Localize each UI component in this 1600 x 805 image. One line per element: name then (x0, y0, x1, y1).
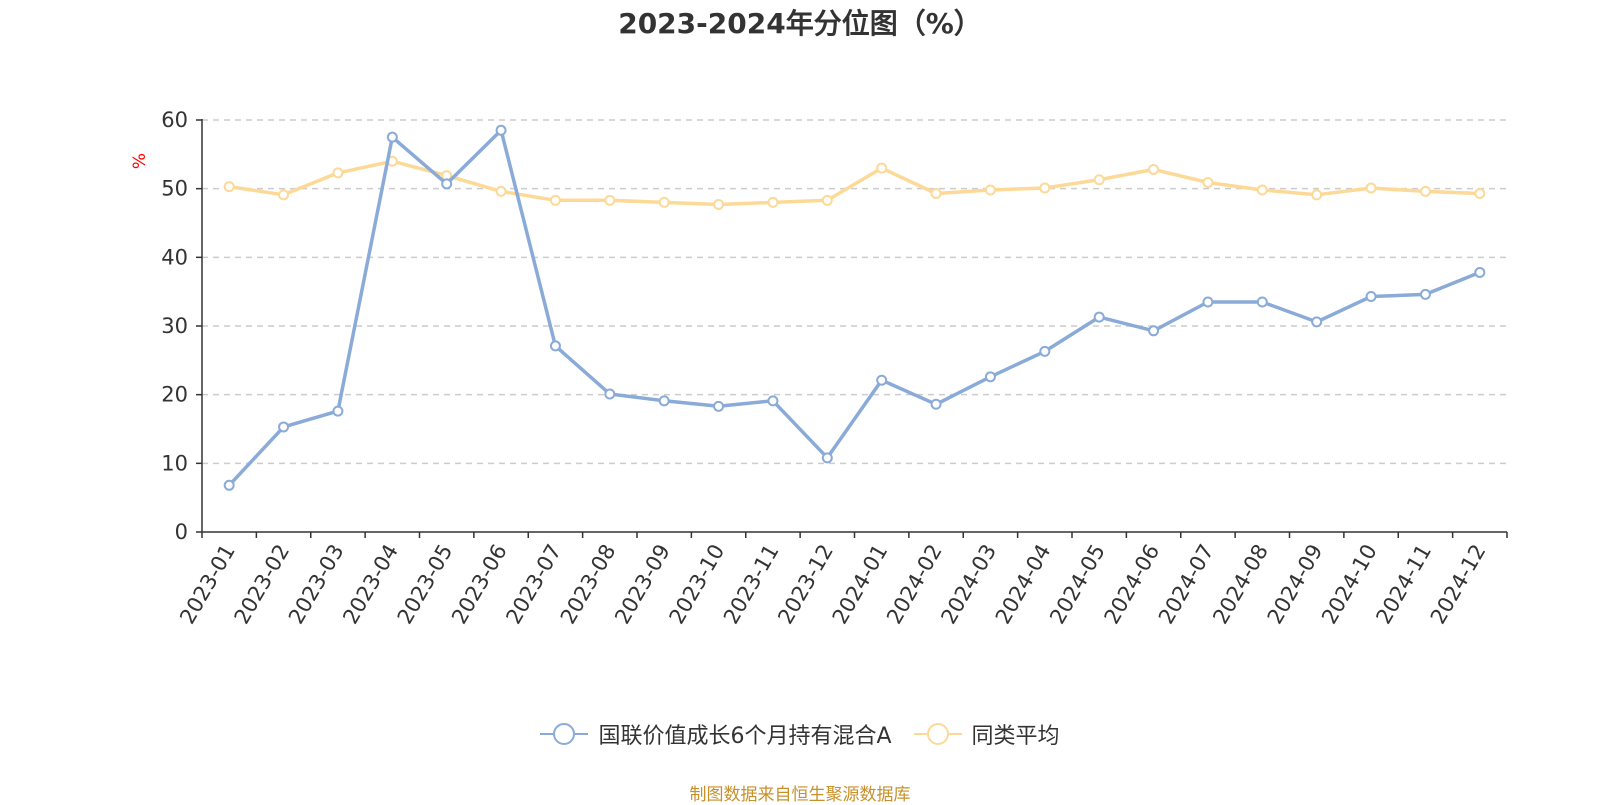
point-s1-2023-02 (278, 189, 290, 201)
point-s1-2024-09 (1311, 189, 1323, 201)
series-line-1 (228, 159, 1480, 207)
point-s1-2024-08 (1256, 184, 1268, 196)
legend-label-fund: 国联价值成长6个月持有混合A (598, 724, 892, 749)
point-s0-2024-11 (1419, 288, 1431, 300)
point-s0-2023-10 (713, 400, 725, 412)
source-note: 制图数据来自恒生聚源数据库 (689, 785, 911, 805)
point-s1-2024-11 (1419, 185, 1431, 197)
point-s0-2024-03 (984, 371, 996, 383)
axes: 01020304050602023-012023-022023-032023-0… (161, 108, 1508, 628)
chart-title: 2023-2024年分位图（%） (618, 7, 982, 40)
y-tick-label-10: 10 (161, 451, 188, 475)
point-s1-2024-10 (1365, 182, 1377, 194)
grid-lines (202, 119, 1507, 465)
point-s1-2024-04 (1039, 182, 1051, 194)
point-s1-2023-11 (767, 196, 779, 208)
point-s1-2023-03 (332, 167, 344, 179)
point-s1-2023-09 (658, 196, 670, 208)
point-s0-2024-04 (1039, 345, 1051, 357)
point-s1-2023-10 (713, 198, 725, 210)
point-s0-2024-12 (1474, 266, 1486, 278)
point-s1-2024-01 (876, 162, 888, 174)
point-s0-2023-08 (604, 388, 616, 400)
point-s1-2023-12 (821, 194, 833, 206)
point-s1-2024-12 (1474, 187, 1486, 199)
point-s0-2023-02 (278, 421, 290, 433)
y-tick-label-30: 30 (161, 314, 188, 338)
legend: 国联价值成长6个月持有混合A 同类平均 (0, 718, 1600, 750)
point-s0-2024-02 (930, 398, 942, 410)
legend-label-peer-average: 同类平均 (971, 724, 1060, 749)
y-tick-label-20: 20 (161, 383, 188, 407)
point-s0-2024-10 (1365, 290, 1377, 302)
point-s0-2023-07 (549, 340, 561, 352)
legend-item-fund[interactable]: 国联价值成长6个月持有混合A (540, 718, 892, 750)
y-axis-label: % (130, 153, 150, 169)
series-lines (223, 124, 1486, 491)
series-line-0 (227, 128, 1481, 487)
point-s0-2024-09 (1311, 316, 1323, 328)
point-s0-2023-11 (767, 395, 779, 407)
legend-marker-peer-average (913, 722, 962, 746)
point-s1-2023-01 (223, 181, 235, 193)
point-s1-2023-08 (604, 194, 616, 206)
point-s0-2023-12 (821, 452, 833, 464)
point-s1-2024-07 (1202, 176, 1214, 188)
point-s0-2023-06 (495, 124, 507, 136)
point-s1-2024-03 (984, 184, 996, 196)
y-tick-label-50: 50 (161, 177, 188, 201)
point-s0-2024-07 (1202, 296, 1214, 308)
point-s0-2024-06 (1148, 325, 1160, 337)
legend-marker-fund (540, 722, 589, 746)
point-s1-2024-02 (930, 187, 942, 199)
point-s1-2024-06 (1148, 163, 1160, 175)
point-s1-2023-06 (495, 185, 507, 197)
point-s1-2023-07 (549, 194, 561, 206)
point-s0-2023-09 (658, 395, 670, 407)
point-s1-2024-05 (1093, 174, 1105, 186)
y-tick-label-40: 40 (161, 245, 188, 269)
y-tick-label-60: 60 (161, 108, 188, 132)
legend-item-peer-average[interactable]: 同类平均 (913, 718, 1060, 750)
point-s0-2024-01 (876, 374, 888, 386)
x-tick-label-2024-12: 2024-12 (1426, 540, 1491, 628)
point-s0-2023-05 (441, 178, 453, 190)
y-tick-label-0: 0 (175, 520, 188, 544)
point-s0-2023-03 (332, 405, 344, 417)
point-s0-2023-01 (223, 479, 235, 491)
point-s0-2024-05 (1093, 311, 1105, 323)
point-s0-2023-04 (386, 131, 398, 143)
point-s0-2024-08 (1256, 296, 1268, 308)
